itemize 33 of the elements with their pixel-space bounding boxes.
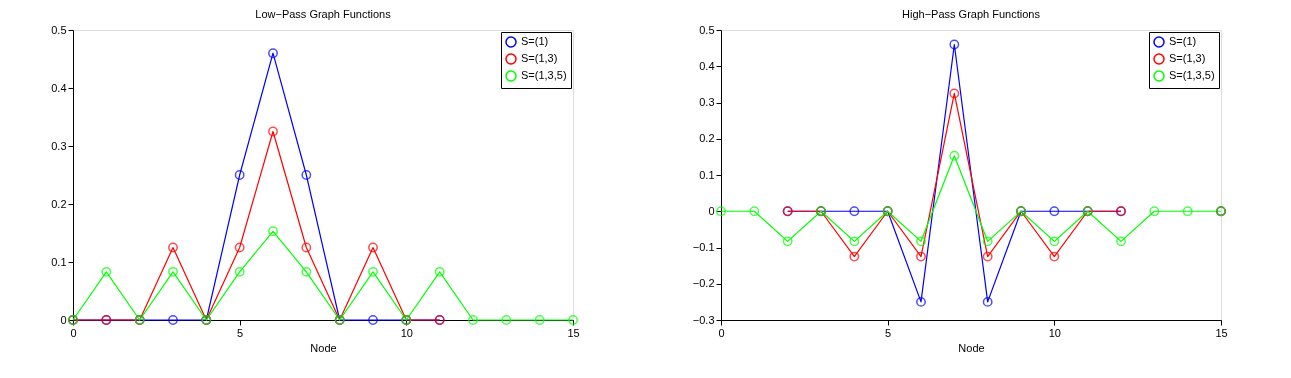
y-tick-label: 0.3 — [51, 139, 67, 152]
y-tick-label: 0.2 — [699, 132, 715, 145]
y-tick-label: 0 — [708, 204, 715, 217]
legend-label: S=(1) — [1169, 35, 1197, 47]
x-tick-label: 0 — [70, 326, 77, 339]
y-tick-label: −0.1 — [692, 241, 715, 253]
chart-title: High−Pass Graph Functions — [902, 8, 1041, 20]
y-tick-label: 0.1 — [699, 168, 715, 181]
x-tick-label: 10 — [400, 326, 413, 339]
y-tick-label: −0.2 — [692, 277, 715, 290]
y-tick-label: 0.5 — [51, 23, 67, 36]
x-axis-title: Node — [310, 341, 337, 354]
x-tick-label: 5 — [885, 326, 892, 339]
y-tick-label: 0.4 — [51, 81, 67, 94]
legend-label: S=(1) — [521, 35, 549, 47]
y-tick-label: −0.3 — [692, 313, 715, 326]
legend-label: S=(1,3,5) — [521, 69, 567, 81]
legend-label: S=(1,3) — [521, 52, 558, 64]
chart-title: Low−Pass Graph Functions — [255, 8, 392, 20]
y-tick-label: 0.5 — [699, 23, 715, 36]
x-tick-label: 5 — [237, 326, 244, 339]
legend-label: S=(1,3) — [1169, 52, 1206, 64]
x-tick-label: 0 — [718, 326, 725, 339]
x-axis-title: Node — [958, 341, 985, 354]
x-tick-label: 15 — [1215, 326, 1228, 339]
y-tick-label: 0.1 — [51, 255, 67, 268]
y-tick-label: 0.3 — [699, 96, 715, 108]
y-tick-label: 0.4 — [699, 59, 715, 72]
y-tick-label: 0 — [60, 313, 67, 326]
x-tick-label: 15 — [567, 326, 580, 339]
y-tick-label: 0.2 — [51, 197, 67, 210]
legend-label: S=(1,3,5) — [1169, 69, 1215, 81]
x-tick-label: 10 — [1048, 326, 1061, 339]
